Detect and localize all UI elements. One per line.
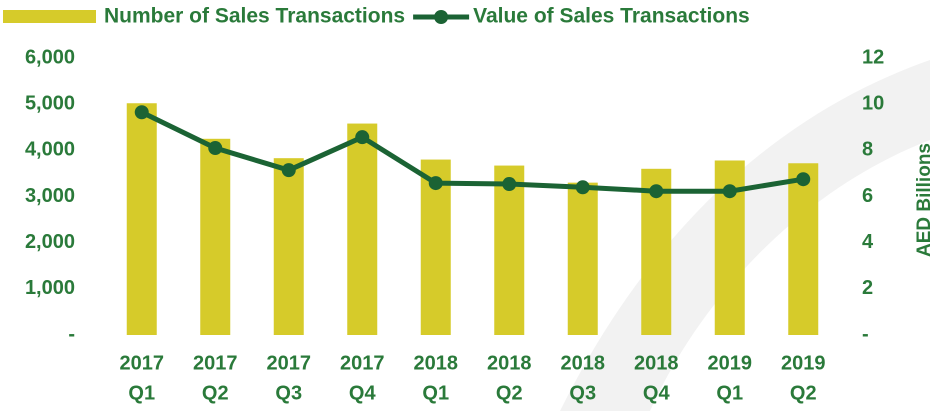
line-marker xyxy=(281,163,296,178)
x-tick-label: 2017 xyxy=(120,352,165,374)
line-marker xyxy=(722,184,737,199)
line-marker xyxy=(428,176,443,191)
x-tick-label: Q2 xyxy=(202,382,229,404)
x-tick-label: 2018 xyxy=(634,352,679,374)
x-tick-label: Q4 xyxy=(349,382,377,404)
legend-swatch-marker xyxy=(434,10,449,24)
y2-tick-label: 6 xyxy=(862,185,873,207)
bar xyxy=(347,123,378,335)
x-tick-label: 2019 xyxy=(781,352,826,374)
x-tick-label: Q1 xyxy=(422,382,449,404)
x-tick-label: Q3 xyxy=(569,382,596,404)
x-tick-label: Q1 xyxy=(128,382,155,404)
line-marker xyxy=(575,180,590,195)
y2-tick-label: 4 xyxy=(862,231,874,253)
y-tick-label: 1,000 xyxy=(25,277,75,299)
y2-axis-title: AED Billions xyxy=(914,143,930,257)
x-tick-label: Q4 xyxy=(643,382,671,404)
bar xyxy=(788,163,819,335)
y2-tick-label: 10 xyxy=(862,92,884,114)
y-tick-label: 3,000 xyxy=(25,185,75,207)
x-tick-label: 2018 xyxy=(561,352,606,374)
x-tick-label: Q3 xyxy=(275,382,302,404)
x-tick-label: Q2 xyxy=(496,382,523,404)
bar xyxy=(567,182,598,335)
legend-swatch xyxy=(3,10,96,23)
x-tick-label: 2017 xyxy=(267,352,312,374)
y-tick-label: 5,000 xyxy=(25,92,75,114)
bar xyxy=(494,165,525,335)
bar xyxy=(126,103,157,335)
bar xyxy=(273,158,304,335)
line-marker xyxy=(208,141,223,156)
y-tick-label: - xyxy=(68,323,75,345)
y2-tick-label: 2 xyxy=(862,277,873,299)
y-tick-label: 2,000 xyxy=(25,231,75,253)
y2-tick-label: 8 xyxy=(862,139,873,161)
line-marker xyxy=(796,172,811,187)
x-tick-label: 2017 xyxy=(340,352,385,374)
x-tick-label: Q1 xyxy=(716,382,743,404)
y-tick-label: 4,000 xyxy=(25,139,75,161)
legend-label: Number of Sales Transactions xyxy=(104,5,405,28)
x-tick-label: 2017 xyxy=(193,352,238,374)
y2-tick-label: 12 xyxy=(862,46,884,68)
line xyxy=(140,109,804,194)
bar xyxy=(200,138,231,335)
y2-tick-label: - xyxy=(862,323,869,345)
legend-label: Value of Sales Transactions xyxy=(473,5,750,28)
line-marker xyxy=(355,130,370,145)
line-marker xyxy=(134,105,149,120)
x-tick-label: 2018 xyxy=(414,352,459,374)
x-tick-label: Q2 xyxy=(790,382,817,404)
line-marker xyxy=(649,184,664,199)
x-tick-label: 2019 xyxy=(708,352,753,374)
x-tick-label: 2018 xyxy=(487,352,532,374)
y-tick-label: 6,000 xyxy=(25,46,75,68)
line-marker xyxy=(502,177,517,192)
